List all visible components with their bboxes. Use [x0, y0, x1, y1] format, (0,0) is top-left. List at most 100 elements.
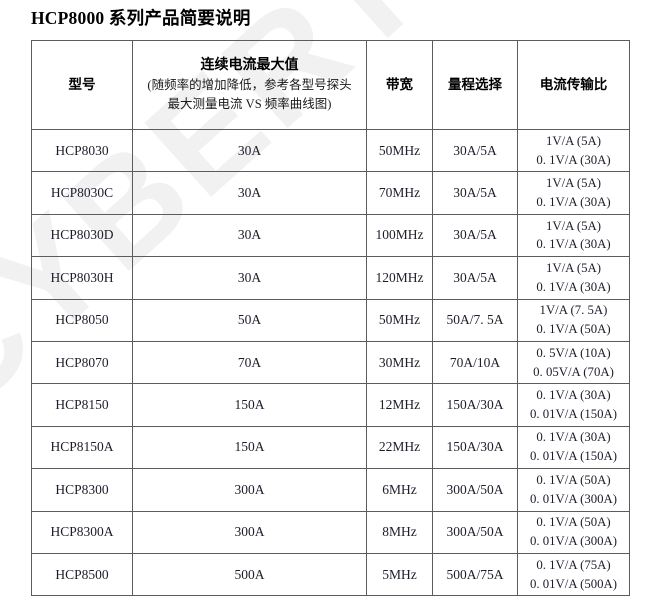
cell-bandwidth: 5MHz: [366, 552, 433, 597]
cell-continuous-current: 30A: [132, 128, 367, 173]
cell-bandwidth: 50MHz: [366, 128, 433, 173]
column-header-range-select: 量程选择: [432, 40, 518, 130]
transfer-ratio-line-2: 0. 01V/A (150A): [529, 407, 618, 422]
transfer-ratio-line-2: 0. 05V/A (70A): [533, 364, 614, 379]
cell-continuous-current: 70A: [132, 340, 367, 385]
continuous-current-title: 连续电流最大值: [200, 56, 299, 73]
cell-range-select: 500A/75A: [432, 552, 518, 597]
cell-transfer-ratio: 1V/A (5A) 0. 1V/A (30A): [517, 171, 630, 215]
cell-range-select: 150A/30A: [432, 425, 518, 470]
cell-bandwidth: 50MHz: [366, 298, 433, 342]
cell-model: HCP8030D: [31, 213, 133, 258]
cell-range-select: 30A/5A: [432, 171, 518, 215]
transfer-ratio-line-2: 0. 1V/A (30A): [536, 152, 611, 167]
cell-range-select: 30A/5A: [432, 256, 518, 300]
table-row: HCP8500 500A 5MHz 500A/75A 0. 1V/A (75A) 0. 0…: [31, 552, 630, 597]
cell-model: HCP8050: [31, 298, 133, 342]
table-row: HCP8030 30A 50MHz 30A/5A 1V/A (5A) 0. 1V/A (3…: [31, 128, 630, 173]
cell-continuous-current: 30A: [132, 256, 367, 300]
cell-model: HCP8030C: [31, 171, 133, 215]
table-row: HCP8300 300A 6MHz 300A/50A 0. 1V/A (50A) 0. 0…: [31, 468, 630, 512]
transfer-ratio-line-1: 0. 1V/A (30A): [536, 388, 611, 403]
cell-model: HCP8150A: [31, 425, 133, 470]
transfer-ratio-line-1: 1V/A (5A): [545, 176, 602, 191]
cell-transfer-ratio: 1V/A (7. 5A) 0. 1V/A (50A): [517, 298, 630, 342]
table-row: HCP8070 70A 30MHz 70A/10A 0. 5V/A (10A) 0. 05…: [31, 340, 630, 385]
table-row: HCP8030D 30A 100MHz 30A/5A 1V/A (5A) 0. 1V/A …: [31, 213, 630, 258]
transfer-ratio-line-2: 0. 01V/A (300A): [529, 534, 618, 549]
column-header-model: 型号: [31, 40, 133, 130]
column-header-bandwidth: 带宽: [366, 40, 433, 130]
transfer-ratio-line-2: 0. 01V/A (150A): [529, 449, 618, 464]
continuous-current-note-line2: 最大测量电流 VS 频率曲线图): [167, 97, 332, 112]
table-row: HCP8050 50A 50MHz 50A/7. 5A 1V/A (7. 5A) 0. 1…: [31, 298, 630, 342]
cell-bandwidth: 120MHz: [366, 256, 433, 300]
cell-range-select: 300A/50A: [432, 468, 518, 512]
cell-transfer-ratio: 1V/A (5A) 0. 1V/A (30A): [517, 128, 630, 173]
cell-model: HCP8500: [31, 552, 133, 597]
product-spec-table: 型号 连续电流最大值 (随频率的增加降低，参考各型号探头 最大测量电流 VS 频…: [31, 40, 630, 597]
transfer-ratio-line-2: 0. 01V/A (300A): [529, 491, 618, 506]
cell-continuous-current: 300A: [132, 468, 367, 512]
cell-model: HCP8300: [31, 468, 133, 512]
transfer-ratio-line-1: 1V/A (5A): [545, 218, 602, 233]
table-row: HCP8150A 150A 22MHz 150A/30A 0. 1V/A (30A) 0.…: [31, 425, 630, 470]
cell-range-select: 50A/7. 5A: [432, 298, 518, 342]
transfer-ratio-line-1: 0. 1V/A (50A): [536, 515, 611, 530]
transfer-ratio-line-2: 0. 1V/A (30A): [536, 237, 611, 252]
cell-continuous-current: 30A: [132, 213, 367, 258]
cell-transfer-ratio: 0. 1V/A (50A) 0. 01V/A (300A): [517, 510, 630, 554]
cell-model: HCP8030: [31, 128, 133, 173]
transfer-ratio-line-1: 1V/A (5A): [545, 133, 602, 148]
cell-range-select: 150A/30A: [432, 383, 518, 427]
cell-model: HCP8070: [31, 340, 133, 385]
transfer-ratio-line-1: 0. 5V/A (10A): [536, 345, 611, 360]
table-body: HCP8030 30A 50MHz 30A/5A 1V/A (5A) 0. 1V/A (3…: [31, 128, 630, 597]
cell-bandwidth: 22MHz: [366, 425, 433, 470]
transfer-ratio-line-2: 0. 1V/A (30A): [536, 195, 611, 210]
cell-transfer-ratio: 1V/A (5A) 0. 1V/A (30A): [517, 256, 630, 300]
cell-range-select: 30A/5A: [432, 128, 518, 173]
cell-bandwidth: 12MHz: [366, 383, 433, 427]
cell-continuous-current: 300A: [132, 510, 367, 554]
cell-transfer-ratio: 0. 1V/A (75A) 0. 01V/A (500A): [517, 552, 630, 597]
column-header-transfer-ratio: 电流传输比: [517, 40, 630, 130]
cell-transfer-ratio: 0. 5V/A (10A) 0. 05V/A (70A): [517, 340, 630, 385]
cell-range-select: 300A/50A: [432, 510, 518, 554]
header-row: 型号 连续电流最大值 (随频率的增加降低，参考各型号探头 最大测量电流 VS 频…: [31, 40, 630, 130]
transfer-ratio-line-2: 0. 1V/A (50A): [536, 322, 611, 337]
cell-bandwidth: 6MHz: [366, 468, 433, 512]
transfer-ratio-line-1: 1V/A (7. 5A): [539, 303, 608, 318]
continuous-current-note-line1: (随频率的增加降低，参考各型号探头: [147, 78, 352, 93]
transfer-ratio-line-1: 1V/A (5A): [545, 260, 602, 275]
cell-model: HCP8030H: [31, 256, 133, 300]
cell-continuous-current: 50A: [132, 298, 367, 342]
table-row: HCP8150 150A 12MHz 150A/30A 0. 1V/A (30A) 0. …: [31, 383, 630, 427]
transfer-ratio-line-1: 0. 1V/A (75A): [536, 557, 611, 572]
cell-bandwidth: 100MHz: [366, 213, 433, 258]
cell-bandwidth: 8MHz: [366, 510, 433, 554]
cell-bandwidth: 30MHz: [366, 340, 433, 385]
cell-transfer-ratio: 1V/A (5A) 0. 1V/A (30A): [517, 213, 630, 258]
cell-transfer-ratio: 0. 1V/A (30A) 0. 01V/A (150A): [517, 425, 630, 470]
cell-transfer-ratio: 0. 1V/A (50A) 0. 01V/A (300A): [517, 468, 630, 512]
page-title: HCP8000 系列产品简要说明: [31, 8, 251, 28]
table-header: 型号 连续电流最大值 (随频率的增加降低，参考各型号探头 最大测量电流 VS 频…: [31, 40, 630, 130]
cell-range-select: 30A/5A: [432, 213, 518, 258]
transfer-ratio-line-1: 0. 1V/A (50A): [536, 472, 611, 487]
column-header-continuous-current: 连续电流最大值 (随频率的增加降低，参考各型号探头 最大测量电流 VS 频率曲线…: [132, 40, 367, 130]
table-row: HCP8030H 30A 120MHz 30A/5A 1V/A (5A) 0. 1V/A …: [31, 256, 630, 300]
transfer-ratio-line-1: 0. 1V/A (30A): [536, 430, 611, 445]
cell-continuous-current: 30A: [132, 171, 367, 215]
cell-continuous-current: 150A: [132, 425, 367, 470]
cell-range-select: 70A/10A: [432, 340, 518, 385]
cell-transfer-ratio: 0. 1V/A (30A) 0. 01V/A (150A): [517, 383, 630, 427]
cell-continuous-current: 150A: [132, 383, 367, 427]
transfer-ratio-line-2: 0. 01V/A (500A): [529, 576, 618, 591]
transfer-ratio-line-2: 0. 1V/A (30A): [536, 279, 611, 294]
table-row: HCP8300A 300A 8MHz 300A/50A 0. 1V/A (50A) 0. …: [31, 510, 630, 554]
cell-bandwidth: 70MHz: [366, 171, 433, 215]
table-row: HCP8030C 30A 70MHz 30A/5A 1V/A (5A) 0. 1V/A (…: [31, 171, 630, 215]
cell-continuous-current: 500A: [132, 552, 367, 597]
cell-model: HCP8300A: [31, 510, 133, 554]
